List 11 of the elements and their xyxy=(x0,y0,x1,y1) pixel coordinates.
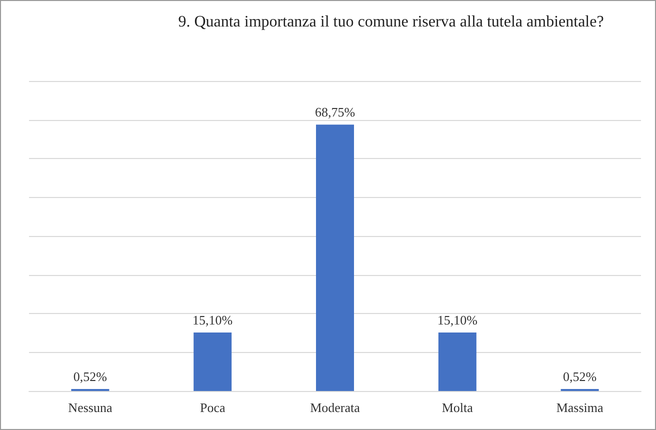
x-tick-label: Poca xyxy=(200,400,226,415)
x-tick-label: Moderata xyxy=(310,400,360,415)
x-tick-label: Molta xyxy=(442,400,474,415)
data-label: 15,10% xyxy=(437,312,478,328)
chart-title: 9. Quanta importanza il tuo comune riserva alla tutela ambientale? xyxy=(178,14,604,30)
data-label: 68,75% xyxy=(314,104,356,120)
x-tick-label: Nessuna xyxy=(68,400,112,415)
data-label: 0,52% xyxy=(563,368,597,384)
data-label: 0,52% xyxy=(73,368,108,384)
x-tick-label: Massima xyxy=(556,400,604,415)
data-label: 15,10% xyxy=(192,312,233,328)
